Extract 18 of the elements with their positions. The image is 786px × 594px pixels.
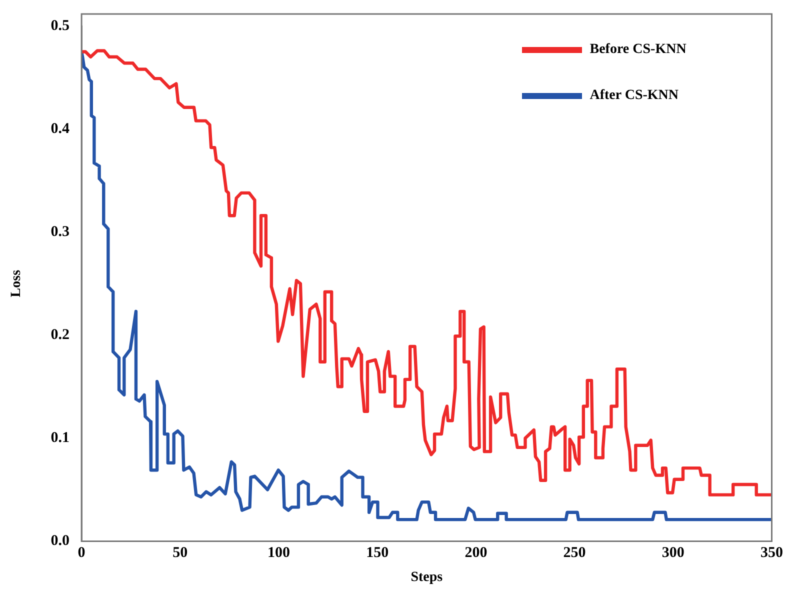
x-tick-label: 300 xyxy=(662,545,684,562)
legend-label: Before CS-KNN xyxy=(590,42,686,58)
x-tick-label: 0 xyxy=(78,545,86,562)
y-tick-label: 0.1 xyxy=(50,430,70,446)
x-tick-label: 100 xyxy=(268,545,290,562)
legend-label: After CS-KNN xyxy=(590,88,679,104)
x-tick-label: 150 xyxy=(366,545,389,562)
y-tick-label: 0.2 xyxy=(50,326,70,343)
x-tick-label: 250 xyxy=(563,545,586,562)
x-tick-label: 50 xyxy=(172,545,188,562)
y-axis-title: Loss xyxy=(9,269,24,298)
y-tick-label: 0.5 xyxy=(50,18,70,34)
x-tick-label: 350 xyxy=(760,545,783,562)
x-axis-title: Steps xyxy=(410,570,444,586)
y-tick-label: 0.3 xyxy=(50,224,70,240)
y-tick-label: 0.0 xyxy=(50,533,70,550)
x-tick-label: 200 xyxy=(464,545,488,562)
y-tick-label: 0.4 xyxy=(50,120,70,137)
